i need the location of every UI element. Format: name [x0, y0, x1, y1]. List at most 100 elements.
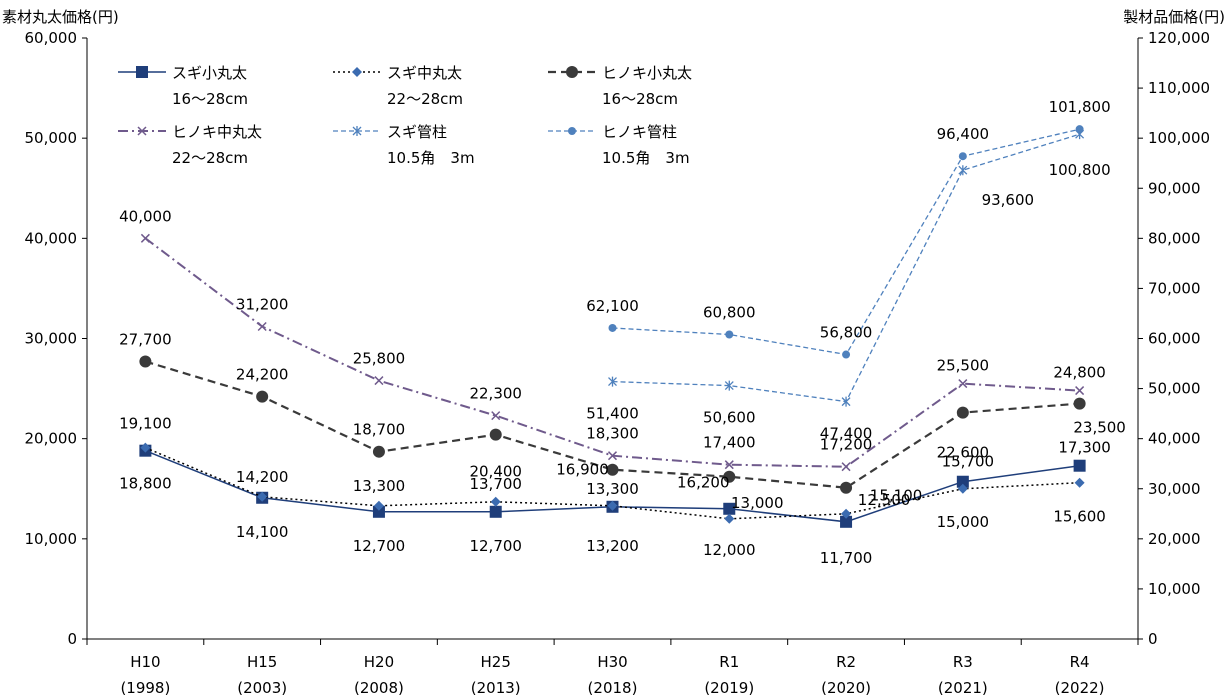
- data-point: [607, 500, 618, 511]
- legend-label: ヒノキ中丸太: [172, 123, 262, 141]
- data-point: [723, 470, 736, 483]
- x-tick-label: H20: [364, 653, 394, 671]
- x-tick-label: R4: [1070, 653, 1090, 671]
- legend-sublabel: 16～28cm: [172, 90, 248, 108]
- series-3: [140, 233, 1085, 472]
- left-axis-title: 素材丸太価格(円): [2, 8, 119, 26]
- right-tick-label: 70,000: [1148, 279, 1201, 297]
- data-point: [724, 513, 735, 524]
- legend-sublabel: 16～28cm: [602, 90, 678, 108]
- x-tick-sublabel: (2008): [354, 679, 404, 697]
- data-label: 14,100: [236, 523, 289, 541]
- x-tick-label: H10: [130, 653, 160, 671]
- data-label: 56,800: [820, 324, 873, 342]
- x-tick-sublabel: (2013): [471, 679, 521, 697]
- series-5: [608, 125, 1084, 359]
- data-label: 100,800: [1049, 161, 1111, 179]
- legend-swatch-marker: [568, 127, 576, 135]
- data-label: 12,000: [703, 541, 756, 559]
- right-tick-label: 60,000: [1148, 330, 1201, 348]
- data-label: 15,100: [870, 487, 923, 505]
- legend-sublabel: 10.5角 3m: [602, 149, 690, 167]
- data-point: [1075, 125, 1084, 134]
- data-labels: 18,800 14,100 12,700 12,700 13,200 13,000 11,7…: [119, 98, 1126, 567]
- right-tick-label: 20,000: [1148, 530, 1201, 548]
- data-point: [490, 496, 501, 507]
- data-label: 12,500: [858, 491, 911, 509]
- data-label: 25,800: [353, 350, 406, 368]
- x-tick-sublabel: (2003): [237, 679, 287, 697]
- data-point: [724, 460, 734, 470]
- data-label: 17,300: [1058, 439, 1111, 457]
- data-point: [606, 463, 619, 476]
- right-tick-label: 40,000: [1148, 430, 1201, 448]
- x-tick-label: R2: [836, 653, 856, 671]
- x-tick-label: R1: [719, 653, 739, 671]
- data-point: [256, 390, 269, 403]
- left-tick-label: 30,000: [25, 330, 78, 348]
- data-label: 62,100: [586, 297, 639, 315]
- legend-sublabel: 10.5角 3m: [387, 149, 475, 167]
- right-tick-label: 30,000: [1148, 480, 1201, 498]
- data-point: [489, 505, 502, 518]
- data-point: [1073, 397, 1086, 410]
- data-label: 50,600: [703, 409, 756, 427]
- left-tick-label: 20,000: [25, 430, 78, 448]
- data-point: [139, 355, 152, 368]
- data-label: 18,300: [586, 425, 639, 443]
- data-label: 11,700: [820, 549, 873, 567]
- x-tick-sublabel: (2021): [938, 679, 988, 697]
- data-label: 96,400: [937, 125, 990, 143]
- legend-entry-0: スギ小丸太 16～28cm: [118, 64, 248, 108]
- data-label: 22,600: [937, 444, 990, 462]
- left-tick-label: 50,000: [25, 129, 78, 147]
- data-point: [958, 165, 968, 176]
- legend-entry-4: スギ管柱 10.5角 3m: [333, 123, 475, 167]
- data-point: [840, 515, 853, 528]
- data-point: [841, 396, 851, 407]
- data-label: 93,600: [982, 191, 1035, 209]
- legend-entry-3: ヒノキ中丸太 22～28cm: [118, 123, 262, 167]
- right-tick-label: 120,000: [1148, 29, 1210, 47]
- data-point: [374, 376, 384, 386]
- data-point: [607, 451, 618, 461]
- data-point: [958, 379, 968, 389]
- data-label: 13,300: [586, 480, 639, 498]
- legend-swatch-marker: [352, 67, 362, 77]
- x-tick-sublabel: (2019): [704, 679, 754, 697]
- data-point: [840, 481, 853, 494]
- legend-label: スギ管柱: [387, 123, 447, 141]
- data-point: [257, 491, 268, 502]
- data-label: 12,700: [353, 537, 406, 555]
- data-point: [956, 475, 969, 488]
- legend-entry-5: ヒノキ管柱 10.5角 3m: [548, 123, 690, 167]
- data-label: 40,000: [119, 207, 172, 225]
- data-point: [489, 428, 502, 441]
- data-point: [958, 152, 967, 161]
- data-label: 24,800: [1053, 364, 1106, 382]
- data-point: [723, 502, 736, 515]
- data-point: [257, 321, 267, 332]
- data-label: 13,300: [353, 477, 406, 495]
- data-point: [841, 508, 852, 519]
- series-4: [608, 129, 1085, 407]
- x-tick-sublabel: (2018): [588, 679, 638, 697]
- data-point: [608, 376, 617, 387]
- data-point: [725, 330, 734, 339]
- right-tick-label: 0: [1148, 630, 1158, 648]
- x-tick-label: H30: [597, 653, 627, 671]
- data-label: 14,200: [236, 468, 289, 486]
- data-label: 15,000: [937, 513, 990, 531]
- data-label: 19,100: [119, 415, 172, 433]
- data-label: 27,700: [119, 331, 172, 349]
- x-tick-label: H15: [247, 653, 277, 671]
- data-point: [841, 462, 851, 472]
- right-tick-label: 50,000: [1148, 380, 1201, 398]
- data-point: [724, 380, 734, 391]
- left-tick-label: 40,000: [25, 229, 78, 247]
- series-layer: [139, 125, 1086, 528]
- left-tick-label: 60,000: [25, 29, 78, 47]
- series-line: [145, 447, 1080, 520]
- data-point: [956, 406, 969, 419]
- legend-sublabel: 22～28cm: [172, 149, 248, 167]
